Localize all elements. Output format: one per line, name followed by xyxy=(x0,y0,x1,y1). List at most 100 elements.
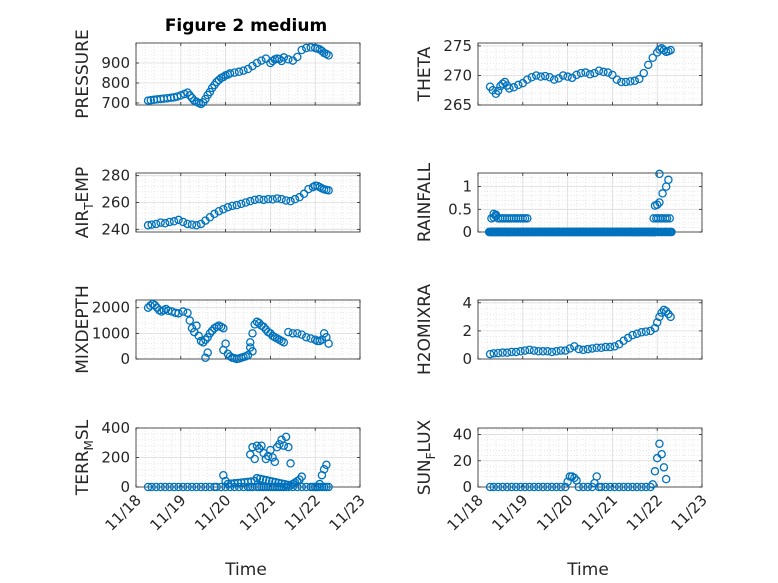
data-point xyxy=(507,482,516,492)
data-point xyxy=(245,450,255,459)
data-point xyxy=(596,343,606,353)
data-point xyxy=(570,342,579,351)
y-tick-label: 0 xyxy=(120,478,130,496)
data-point xyxy=(655,439,664,448)
data-point xyxy=(652,200,662,210)
data-point xyxy=(143,221,153,230)
y-axis-label: AIRTEMP xyxy=(73,167,96,238)
series-markers xyxy=(143,181,333,230)
data-point xyxy=(505,84,514,93)
data-point xyxy=(498,348,507,357)
data-point xyxy=(632,482,642,492)
data-point xyxy=(297,330,307,339)
data-point xyxy=(279,53,289,62)
data-point xyxy=(270,457,280,467)
data-point xyxy=(288,482,298,492)
data-point xyxy=(174,482,183,492)
data-point xyxy=(185,316,195,325)
data-point xyxy=(531,71,541,80)
data-point xyxy=(556,346,566,355)
data-point xyxy=(619,482,628,492)
data-point xyxy=(547,482,557,492)
data-point xyxy=(252,58,262,68)
data-point xyxy=(268,453,277,462)
y-tick-label: 265 xyxy=(443,96,472,114)
y-tick-label: 20 xyxy=(453,452,472,470)
axes-box xyxy=(477,42,703,106)
data-point xyxy=(572,70,581,80)
data-point xyxy=(650,467,660,476)
data-point xyxy=(549,75,559,84)
data-point xyxy=(485,349,495,359)
data-point xyxy=(623,333,633,343)
data-point xyxy=(558,71,568,80)
data-point xyxy=(659,463,669,472)
data-point xyxy=(160,219,170,228)
data-point xyxy=(223,479,233,489)
y-axis-label: SUNFLUX xyxy=(415,419,438,495)
data-point xyxy=(324,51,333,60)
data-point xyxy=(592,472,601,481)
y-tick-label: 0 xyxy=(462,350,472,368)
data-point xyxy=(664,175,673,185)
data-point xyxy=(563,72,572,81)
data-point xyxy=(619,336,628,345)
data-point xyxy=(150,300,160,310)
data-point xyxy=(183,219,192,229)
y-tick-label: 275 xyxy=(443,37,472,55)
data-point xyxy=(525,482,534,492)
data-point xyxy=(178,217,188,227)
data-point xyxy=(219,204,228,214)
data-point xyxy=(635,74,644,84)
y-tick-label: 270 xyxy=(443,66,472,84)
data-point xyxy=(630,76,640,86)
data-point xyxy=(556,482,566,492)
y-axis-label: PRESSURE xyxy=(73,29,93,118)
data-point xyxy=(293,329,302,338)
data-point xyxy=(639,68,649,78)
series-markers xyxy=(484,169,676,237)
panel-sun_flux: 0 20 40 11/18 11/19 11/20 11/21 11/22 11/23 SUNFL… xyxy=(415,419,711,534)
data-point xyxy=(219,72,228,82)
data-point xyxy=(234,67,244,77)
data-point xyxy=(257,441,266,450)
data-point xyxy=(293,476,302,486)
data-point xyxy=(146,95,156,105)
x-tick-label: 11/22 xyxy=(281,491,324,534)
data-point xyxy=(169,482,179,492)
data-point xyxy=(579,345,588,355)
data-point xyxy=(527,73,537,82)
data-point xyxy=(147,220,156,229)
data-point xyxy=(241,198,251,207)
y-axis-label: MIXDEPTH xyxy=(73,285,93,374)
data-point xyxy=(574,482,584,492)
data-point xyxy=(516,347,525,356)
data-point xyxy=(178,307,188,316)
data-point xyxy=(201,482,210,492)
data-point xyxy=(648,480,657,489)
data-point xyxy=(187,220,197,229)
data-point xyxy=(216,482,226,492)
data-point xyxy=(523,75,532,84)
y-axis-label: THETA xyxy=(415,46,435,102)
data-point xyxy=(641,327,651,336)
data-point xyxy=(250,195,259,205)
axes-box xyxy=(477,427,703,488)
data-point xyxy=(192,221,201,230)
data-point xyxy=(587,344,597,353)
data-point xyxy=(540,71,550,81)
data-point xyxy=(281,196,291,205)
data-point xyxy=(279,441,289,450)
data-point xyxy=(552,347,561,356)
data-point xyxy=(322,460,331,470)
data-point xyxy=(502,348,512,357)
data-point xyxy=(570,473,579,483)
x-tick-label: 11/18 xyxy=(444,491,487,534)
y-tick-label: 800 xyxy=(101,74,130,92)
data-point xyxy=(545,73,554,82)
panel-h2omixra: 0 2 4 H2OMIXRA xyxy=(415,284,703,375)
y-tick-label: 400 xyxy=(101,419,130,437)
data-point xyxy=(614,482,624,492)
data-point xyxy=(592,343,601,353)
